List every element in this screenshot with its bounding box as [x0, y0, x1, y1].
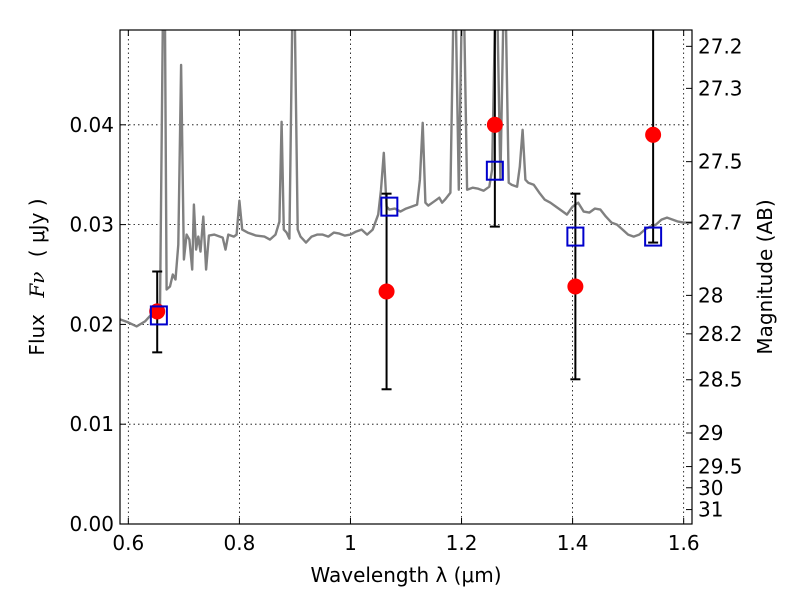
y2-tick-label: 31: [698, 498, 723, 522]
y2-tick-label: 27.2: [698, 34, 743, 58]
x-axis-label: Wavelength λ (μm): [310, 563, 501, 587]
y-tick-label: 0.02: [69, 312, 114, 336]
y2-tick-label: 29: [698, 421, 723, 445]
observed-point: [645, 126, 662, 143]
model-point: [380, 196, 399, 217]
observed-point: [378, 283, 395, 300]
y-axis-label-unit: ( μJy ): [25, 198, 49, 257]
model-point: [644, 226, 663, 247]
grid: [120, 30, 692, 524]
model-point: [485, 160, 504, 181]
model-point: [566, 226, 585, 247]
svg-text:Flux Fν ( μJy ): Flux Fν ( μJy ): [25, 198, 49, 355]
plot-frame: [119, 29, 693, 525]
y-axis-label-text: Flux: [25, 314, 49, 356]
plot-series: [120, 30, 692, 328]
y2-tick-label: 29.5: [698, 455, 743, 479]
observed-point: [567, 278, 584, 295]
y2-tick-label: 28.2: [698, 322, 743, 346]
y2-tick-label: 28.5: [698, 368, 743, 392]
y2-axis-label: Magnitude (AB): [753, 199, 777, 354]
observed-point: [149, 303, 166, 320]
x-tick-label: 1.6: [668, 531, 700, 555]
x-tick-label: 1.2: [446, 531, 478, 555]
model-point: [149, 305, 168, 326]
observed-point: [486, 116, 503, 133]
x-tick-label: 0.6: [112, 531, 144, 555]
spectrum-line: [120, 30, 692, 328]
y-tick-label: 0.04: [69, 113, 114, 137]
y-tick-label: 0.00: [69, 512, 114, 536]
y2-tick-label: 30: [698, 476, 723, 500]
axis-ticks: 0.6 0.8 1 1.2 1.4 1.6 0.00 0.01 0.02 0.03 0.04 27.2…: [69, 30, 743, 555]
y2-tick-label: 28: [698, 283, 723, 307]
x-tick-label: 1: [344, 531, 357, 555]
y-tick-label: 0.03: [69, 213, 114, 237]
y2-tick-label: 27.5: [698, 150, 743, 174]
markers: [149, 116, 663, 326]
y-tick-label: 0.01: [69, 412, 114, 436]
y-axis-label-symbol: Fν: [25, 272, 49, 299]
x-tick-label: 0.8: [223, 531, 255, 555]
x-tick-label: 1.4: [557, 531, 589, 555]
y2-tick-label: 27.7: [698, 211, 743, 235]
y2-tick-label: 27.3: [698, 76, 743, 100]
y-axis-label: Flux Fν ( μJy ): [25, 198, 49, 355]
